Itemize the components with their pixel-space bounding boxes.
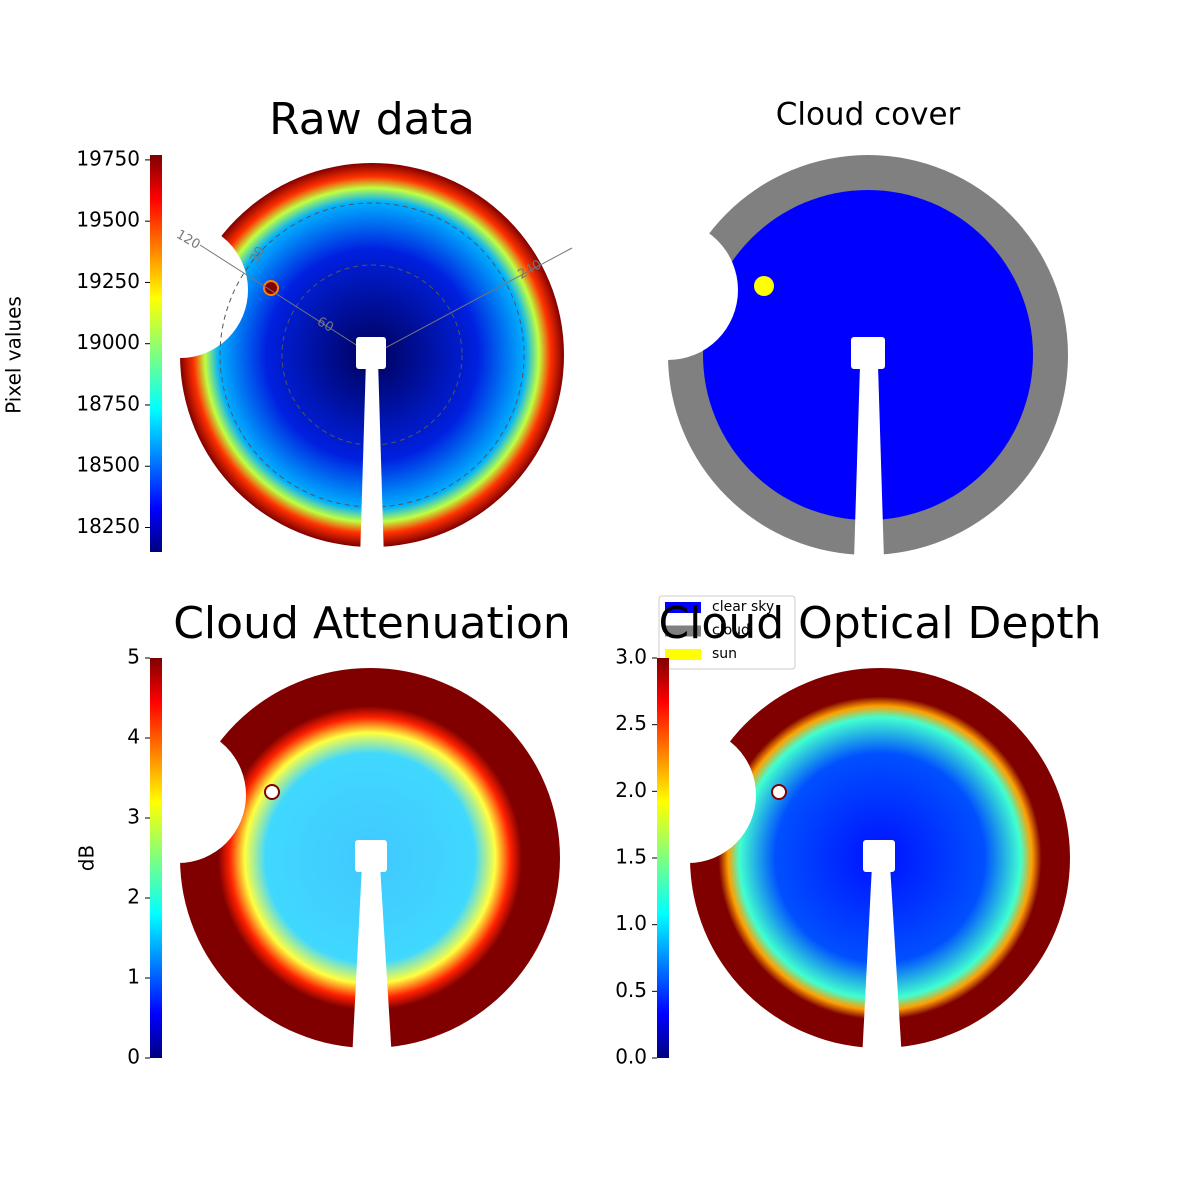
colorbar-tick-label: 4 [127, 725, 140, 749]
colorbar-tick-label: 19750 [76, 146, 140, 170]
legend-label: clear sky [712, 599, 774, 615]
colorbar-label: Pixel values [2, 296, 26, 414]
polar-annotation: 60 [314, 314, 336, 335]
colorbar-tick-label: 19250 [76, 269, 140, 293]
legend-label: sun [712, 646, 737, 662]
legend: clear sky cloud sun [658, 595, 796, 670]
attenuation-image [110, 668, 560, 1060]
polar-annotation: 30 [247, 244, 268, 266]
legend-swatch [665, 649, 701, 660]
colorbar-tick-label: 3.0 [615, 645, 647, 669]
colorbar-tick-label: 2.0 [615, 778, 647, 802]
optical-depth-image [620, 668, 1070, 1060]
panel-title: Cloud Attenuation [173, 598, 571, 649]
raw-image [112, 163, 573, 560]
colorbar-tick-label: 5 [127, 645, 140, 669]
colorbar [150, 658, 162, 1058]
colorbar-tick-label: 2 [127, 885, 140, 909]
colorbar-tick-label: 19000 [76, 330, 140, 354]
colorbar-tick-label: 1 [127, 965, 140, 989]
colorbar-tick-label: 1.5 [615, 845, 647, 869]
colorbar-tick-label: 1.0 [615, 911, 647, 935]
colorbar-tick-label: 3 [127, 805, 140, 829]
colorbar-tick-label: 18750 [76, 391, 140, 415]
colorbar-tick-label: 19500 [76, 208, 140, 232]
legend-swatch [665, 625, 701, 637]
colorbar-tick-label: 18250 [76, 514, 140, 538]
panel-title: Raw data [269, 94, 475, 145]
colorbar-tick-label: 0.0 [615, 1045, 647, 1069]
legend-swatch [665, 602, 701, 613]
panel-title: Cloud Optical Depth [658, 598, 1101, 649]
colorbar [150, 155, 162, 552]
colorbar-tick-label: 0.5 [615, 978, 647, 1002]
panel-title: Cloud cover [776, 97, 961, 133]
colorbar-tick-label: 2.5 [615, 711, 647, 735]
colorbar-tick-label: 18500 [76, 453, 140, 477]
colorbar-tick-label: 0 [127, 1045, 140, 1069]
colorbar [657, 658, 669, 1058]
colorbar-label: dB [75, 845, 99, 871]
cloud-cover-image [598, 155, 1068, 560]
legend-label: cloud [712, 623, 750, 639]
